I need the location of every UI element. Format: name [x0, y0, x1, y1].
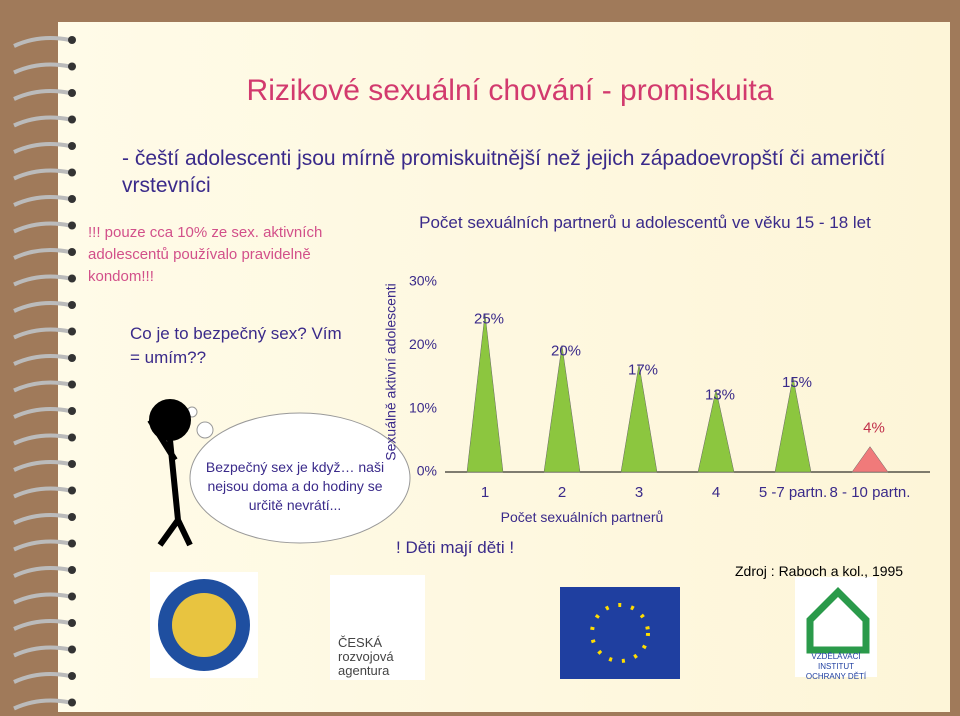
binding-ring — [13, 407, 71, 419]
y-axis-label: Sexuálně aktivní adolescenti — [383, 283, 399, 460]
police-logo-center — [172, 593, 236, 657]
binding-hole — [68, 62, 76, 71]
binding-ring — [13, 62, 71, 75]
x-tick-label: 3 — [635, 484, 643, 501]
binding-hole — [68, 221, 76, 230]
binding-ring — [13, 645, 71, 658]
binding-hole — [68, 645, 76, 654]
cone — [466, 313, 504, 473]
cone — [851, 446, 889, 473]
binding-ring — [13, 221, 71, 234]
binding-ring — [13, 539, 71, 552]
eu-stars — [590, 603, 650, 663]
binding-ring — [13, 142, 71, 154]
binding-ring — [13, 460, 71, 472]
binding-hole — [68, 248, 76, 256]
binding-ring — [13, 592, 71, 605]
thinking-figure — [147, 399, 193, 547]
binding-hole — [68, 89, 76, 97]
binding-ring — [13, 672, 71, 684]
binding-hole — [68, 592, 76, 601]
binding-hole — [68, 301, 76, 309]
cone — [697, 389, 735, 473]
eu-flag — [560, 587, 680, 679]
binding-hole — [68, 513, 76, 521]
binding-ring — [13, 89, 71, 101]
binding-ring — [13, 327, 71, 340]
y-tick-label: 20% — [409, 336, 437, 352]
binding-hole — [68, 195, 76, 203]
agency-logo — [330, 575, 425, 680]
value-label: 13% — [705, 387, 735, 404]
x-tick-label: 8 - 10 partn. — [830, 484, 911, 501]
cone — [620, 364, 658, 473]
cone — [774, 376, 812, 473]
binding-hole — [68, 168, 76, 177]
warning-text: ! Děti mají děti ! — [396, 538, 515, 557]
binding-hole — [68, 698, 76, 707]
agency-logo-text: ČESKÁ rozvojová agentura — [338, 635, 394, 678]
institute-logo-text: VZDĚLÁVACÍ INSTITUT OCHRANY DĚTÍ — [805, 652, 867, 681]
binding-hole — [68, 115, 76, 124]
binding-hole — [68, 433, 76, 442]
binding-ring — [13, 195, 71, 207]
y-tick-label: 10% — [409, 399, 437, 415]
binding-ring — [13, 380, 71, 393]
binding-ring — [13, 619, 71, 631]
x-tick-label: 4 — [712, 484, 720, 501]
binding-ring — [13, 248, 71, 260]
binding-hole — [68, 407, 76, 415]
note-text: !!! pouze cca 10% ze sex. aktivních adol… — [88, 224, 323, 285]
value-label: 25% — [474, 311, 504, 328]
bullet-text: - čeští adolescenti jsou mírně promiskui… — [122, 147, 886, 197]
binding-ring — [13, 354, 71, 366]
binding-hole — [68, 619, 76, 627]
institute-house — [806, 587, 870, 654]
value-label: 4% — [863, 420, 885, 437]
binding-ring — [13, 274, 71, 287]
binding-ring — [13, 486, 71, 499]
x-axis-label: Počet sexuálních partnerů — [501, 509, 664, 525]
source-text: Zdroj : Raboch a kol., 1995 — [735, 563, 904, 579]
binding-ring — [13, 698, 71, 711]
value-label: 15% — [782, 374, 812, 391]
thought-bubble — [189, 412, 411, 544]
x-tick-label: 2 — [558, 484, 566, 501]
bubble-text: Bezpečný sex je když… naši nejsou doma a… — [205, 459, 385, 513]
y-tick-label: 30% — [409, 273, 437, 289]
binding-ring — [13, 566, 71, 578]
binding-ring — [13, 115, 71, 128]
binding-ring — [13, 301, 71, 313]
x-tick-label: 1 — [481, 484, 489, 501]
binding-hole — [68, 460, 76, 468]
binding-hole — [68, 274, 76, 283]
binding-hole — [68, 354, 76, 362]
binding-ring — [13, 168, 71, 181]
binding-hole — [68, 142, 76, 150]
binding-hole — [68, 486, 76, 495]
binding-hole — [68, 36, 76, 44]
binding-hole — [68, 672, 76, 680]
binding-hole — [68, 327, 76, 336]
question-text: Co je to bezpečný sex? Vím = umím?? — [130, 324, 342, 367]
spiral-binding — [13, 36, 76, 711]
binding-hole — [68, 539, 76, 548]
slide-title: Rizikové sexuální chování - promiskuita — [246, 74, 774, 107]
x-tick-label: 5 -7 partn. — [759, 484, 827, 501]
chart-title: Počet sexuálních partnerů u adolescentů … — [419, 213, 871, 232]
binding-ring — [13, 433, 71, 446]
cone — [543, 345, 581, 473]
binding-hole — [68, 380, 76, 389]
bubble-dot — [196, 421, 214, 439]
binding-ring — [13, 513, 71, 525]
value-label: 17% — [628, 361, 658, 378]
binding-hole — [68, 566, 76, 574]
value-label: 20% — [551, 342, 581, 359]
y-tick-label: 0% — [417, 463, 437, 479]
binding-ring — [13, 36, 71, 48]
